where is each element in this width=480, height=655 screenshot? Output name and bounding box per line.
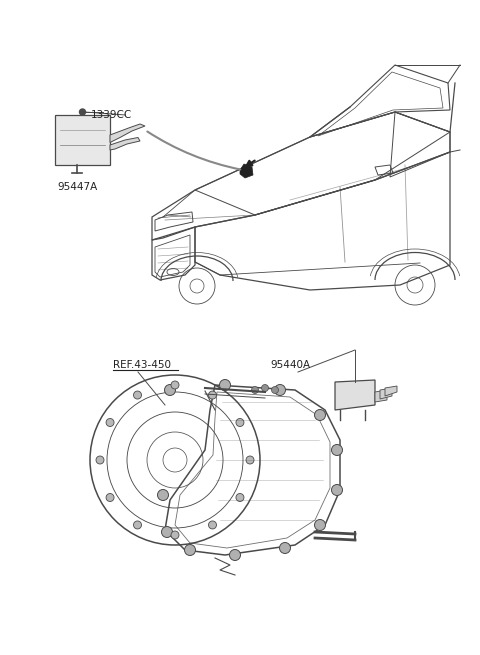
Circle shape: [171, 531, 179, 539]
Circle shape: [171, 381, 179, 389]
Circle shape: [157, 489, 168, 500]
Polygon shape: [110, 138, 140, 150]
Circle shape: [208, 391, 216, 399]
Text: 95440A: 95440A: [270, 360, 310, 370]
Circle shape: [314, 519, 325, 531]
Polygon shape: [375, 390, 387, 402]
Polygon shape: [240, 164, 253, 178]
Polygon shape: [335, 380, 375, 410]
Circle shape: [208, 521, 216, 529]
Circle shape: [229, 550, 240, 561]
Text: 95447A: 95447A: [57, 182, 97, 192]
Circle shape: [133, 391, 142, 399]
Polygon shape: [380, 388, 392, 399]
Circle shape: [106, 419, 114, 426]
Circle shape: [80, 109, 85, 115]
Polygon shape: [110, 124, 145, 143]
Circle shape: [332, 445, 343, 455]
Circle shape: [314, 409, 325, 421]
Circle shape: [106, 493, 114, 502]
Circle shape: [275, 384, 286, 396]
Circle shape: [246, 456, 254, 464]
Circle shape: [219, 379, 230, 390]
Polygon shape: [55, 115, 110, 165]
Circle shape: [236, 419, 244, 426]
Polygon shape: [385, 386, 397, 396]
Circle shape: [262, 384, 268, 392]
Circle shape: [279, 542, 290, 553]
Circle shape: [133, 521, 142, 529]
Circle shape: [165, 384, 176, 396]
Circle shape: [184, 544, 195, 555]
Text: REF.43-450: REF.43-450: [113, 360, 171, 370]
Circle shape: [96, 456, 104, 464]
Circle shape: [272, 386, 278, 394]
Circle shape: [332, 485, 343, 495]
Circle shape: [236, 493, 244, 502]
Circle shape: [252, 386, 259, 394]
Text: 1339CC: 1339CC: [91, 110, 132, 120]
Circle shape: [161, 527, 172, 538]
